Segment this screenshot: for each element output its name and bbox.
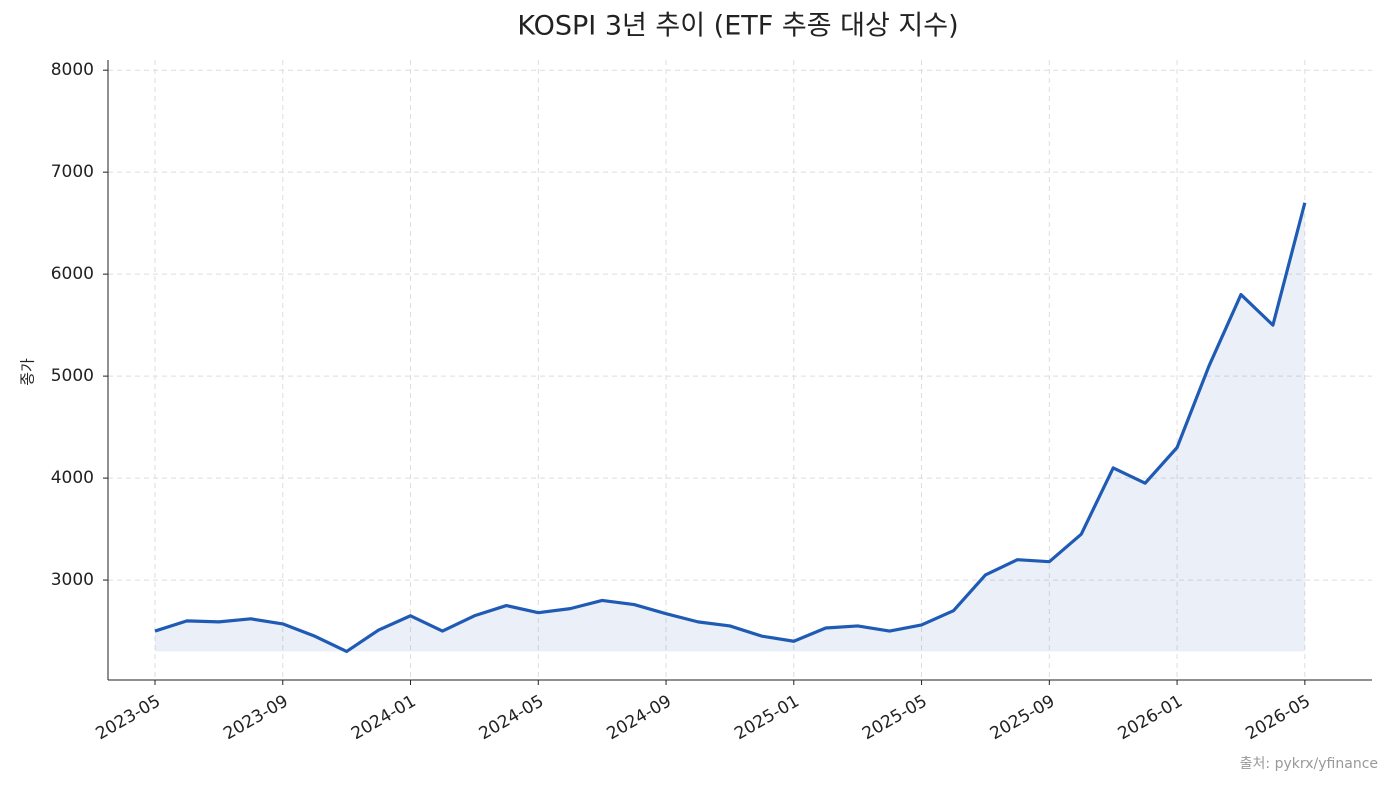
y-tick-label: 5000 xyxy=(51,366,94,386)
area-fill xyxy=(155,202,1305,652)
x-tick-label: 2024-01 xyxy=(348,691,420,744)
x-tick-label: 2025-01 xyxy=(731,691,803,744)
x-tick-label: 2024-05 xyxy=(476,691,548,744)
x-tick-label: 2025-05 xyxy=(859,691,931,744)
x-tick-label: 2023-05 xyxy=(92,691,164,744)
x-tick-label: 2025-09 xyxy=(987,691,1059,744)
y-tick-label: 6000 xyxy=(51,264,94,284)
y-tick-label: 7000 xyxy=(51,162,94,182)
x-tick-label: 2026-01 xyxy=(1115,691,1187,744)
y-axis-label: 종가 xyxy=(19,358,37,386)
x-tick-label: 2026-05 xyxy=(1242,691,1314,744)
x-tick-label: 2024-09 xyxy=(604,691,676,744)
x-tick-label: 2023-09 xyxy=(220,691,292,744)
line xyxy=(154,202,1307,654)
y-tick-label: 8000 xyxy=(51,60,94,80)
source-note: 출처: pykrx/yfinance xyxy=(1240,756,1378,772)
chart-title: KOSPI 3년 추이 (ETF 추종 대상 지수) xyxy=(517,11,958,42)
y-tick-label: 4000 xyxy=(51,468,94,488)
y-tick-label: 3000 xyxy=(51,570,94,590)
